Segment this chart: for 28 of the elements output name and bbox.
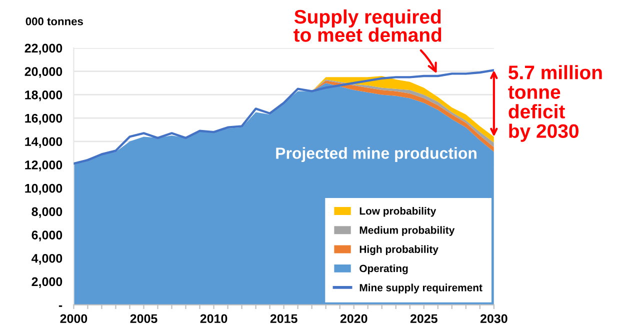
- legend-label: Medium probability: [360, 226, 455, 236]
- y-tick-label: 20,000: [24, 67, 62, 78]
- y-tick-label: 4,000: [32, 254, 62, 265]
- y-tick-label: 8,000: [32, 207, 62, 218]
- x-tick-label: 2025: [410, 314, 438, 324]
- y-tick-label: -: [58, 305, 62, 307]
- annotation: Supply required to meet demand: [294, 9, 442, 42]
- y-tick-label: 6,000: [32, 230, 62, 242]
- x-tick-label: 2005: [130, 314, 158, 324]
- y-tick-label: 14,000: [25, 137, 62, 148]
- y-tick-label: 12,000: [25, 160, 62, 172]
- legend-label: High probability: [360, 245, 438, 256]
- y-axis-title: 000 tonnes: [26, 17, 83, 26]
- y-tick-label: 16,000: [25, 114, 62, 125]
- legend-label: Low probability: [360, 207, 436, 217]
- x-tick-label: 2000: [60, 314, 88, 324]
- x-tick-label: 2010: [200, 314, 228, 324]
- annotation: 5.7 million tonne deficit by 2030: [508, 65, 602, 142]
- y-tick-label: 18,000: [25, 90, 62, 102]
- legend-label: Mine supply requirement: [360, 284, 482, 294]
- x-tick-label: 2020: [340, 314, 368, 324]
- y-tick-label: 22,000: [24, 44, 62, 54]
- annotation: Projected mine production: [276, 147, 476, 162]
- y-tick-label: 2,000: [32, 277, 62, 288]
- y-tick-label: 10,000: [25, 184, 62, 195]
- x-tick-label: 2030: [480, 314, 508, 324]
- x-tick-label: 2015: [270, 314, 298, 324]
- legend-label: Operating: [360, 264, 408, 274]
